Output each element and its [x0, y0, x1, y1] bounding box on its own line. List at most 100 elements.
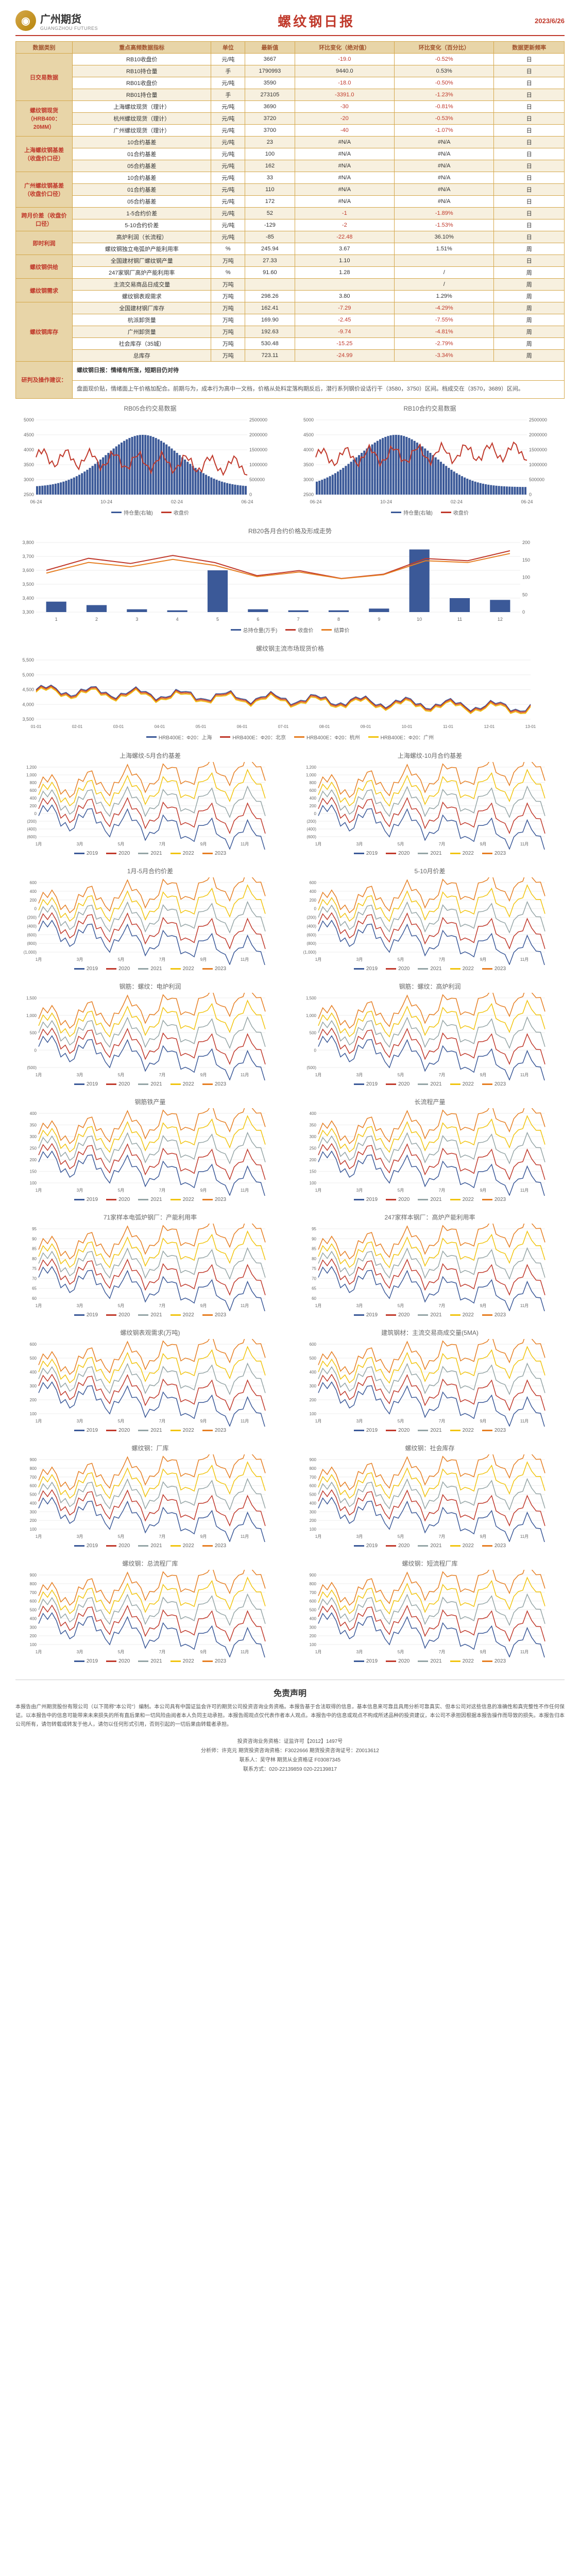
category-cell: 螺纹钢库存 [16, 302, 73, 362]
svg-text:300: 300 [310, 1134, 317, 1139]
svg-text:3月: 3月 [356, 957, 363, 962]
data-cell: 日 [494, 137, 565, 148]
svg-text:(400): (400) [306, 827, 316, 832]
data-cell: -1.23% [395, 89, 494, 101]
data-cell: 螺纹钢表观需求 [73, 291, 211, 302]
data-cell: 100 [245, 148, 295, 160]
data-cell: 5-10合约价差 [73, 219, 211, 231]
data-cell: -1 [295, 208, 394, 219]
svg-text:75: 75 [32, 1266, 37, 1271]
chart-c9: 钢筋：螺纹：电炉利润(500)05001,0001,5001月3月5月7月9月1… [15, 982, 285, 1087]
data-cell: -2.79% [395, 338, 494, 350]
data-cell: 万吨 [211, 302, 245, 314]
svg-text:9月: 9月 [480, 1303, 486, 1308]
data-cell: 01合约基差 [73, 184, 211, 196]
data-cell: 万吨 [211, 255, 245, 267]
data-cell: 万吨 [211, 279, 245, 291]
svg-text:10-24: 10-24 [380, 499, 392, 504]
svg-text:900: 900 [310, 1458, 317, 1462]
col-header: 环比变化（百分比） [395, 42, 494, 54]
data-cell: 3667 [245, 54, 295, 65]
svg-text:1,000: 1,000 [26, 773, 37, 777]
data-cell: -3.34% [395, 350, 494, 362]
svg-text:3月: 3月 [77, 1650, 83, 1654]
svg-text:12-01: 12-01 [484, 724, 495, 729]
data-cell: 10合约基差 [73, 137, 211, 148]
svg-text:3月: 3月 [356, 842, 363, 846]
svg-text:7月: 7月 [439, 957, 445, 962]
svg-text:11月: 11月 [520, 957, 528, 962]
data-cell: 万吨 [211, 314, 245, 326]
data-cell: -9.74 [295, 326, 394, 338]
svg-text:400: 400 [30, 889, 37, 893]
svg-text:9月: 9月 [480, 1073, 486, 1077]
svg-text:(800): (800) [27, 941, 37, 946]
svg-text:300: 300 [30, 1625, 37, 1630]
category-cell: 广州螺纹钢基差（收盘价口径） [16, 172, 73, 208]
svg-text:90: 90 [32, 1236, 37, 1241]
svg-text:9月: 9月 [200, 1188, 207, 1193]
data-cell: 元/吨 [211, 208, 245, 219]
svg-text:1月: 1月 [36, 1534, 42, 1539]
svg-text:800: 800 [30, 1581, 37, 1586]
data-cell: #N/A [395, 172, 494, 184]
data-cell: 3720 [245, 113, 295, 125]
svg-text:5月: 5月 [118, 1303, 124, 1308]
col-header: 数据类别 [16, 42, 73, 54]
header: ◉ 广州期货 GUANGZHOU FUTURES 螺纹钢日报 2023/6/26 [15, 10, 565, 36]
svg-text:1月: 1月 [315, 842, 321, 846]
svg-text:11月: 11月 [241, 1303, 249, 1308]
svg-text:1月: 1月 [36, 1073, 42, 1077]
svg-text:3月: 3月 [356, 1188, 363, 1193]
svg-text:100: 100 [310, 1181, 317, 1185]
svg-text:11月: 11月 [241, 1188, 249, 1193]
chart-c8: 5-10月价差(1,000)(800)(600)(400)(200)020040… [295, 867, 565, 972]
svg-text:11月: 11月 [241, 1650, 249, 1654]
svg-text:3,600: 3,600 [22, 568, 34, 573]
svg-text:4,000: 4,000 [22, 702, 34, 707]
svg-text:80: 80 [312, 1256, 316, 1261]
data-cell: -2 [295, 219, 394, 231]
svg-text:500: 500 [310, 1492, 317, 1497]
logo-en: GUANGZHOU FUTURES [40, 26, 98, 31]
svg-text:1月: 1月 [36, 1188, 42, 1193]
data-cell: 万吨 [211, 291, 245, 302]
svg-text:9月: 9月 [480, 957, 486, 962]
data-cell: 元/吨 [211, 184, 245, 196]
data-cell: 1790993 [245, 65, 295, 77]
svg-text:60: 60 [32, 1296, 37, 1301]
svg-text:600: 600 [30, 880, 37, 885]
svg-text:800: 800 [310, 1581, 317, 1586]
svg-text:5月: 5月 [118, 957, 124, 962]
svg-text:06-24: 06-24 [30, 499, 42, 504]
svg-text:65: 65 [32, 1286, 37, 1291]
data-cell: -20 [295, 113, 394, 125]
svg-text:9月: 9月 [480, 842, 486, 846]
svg-text:2500: 2500 [24, 492, 34, 497]
svg-text:1,000: 1,000 [306, 773, 317, 777]
svg-text:5月: 5月 [398, 842, 404, 846]
svg-text:06-24: 06-24 [521, 499, 533, 504]
category-cell: 上海螺纹钢基差（收盘价口径） [16, 137, 73, 172]
data-cell: #N/A [395, 196, 494, 208]
svg-text:(200): (200) [306, 819, 316, 824]
data-cell: 日 [494, 255, 565, 267]
svg-text:0: 0 [314, 1048, 317, 1053]
data-cell: -85 [245, 231, 295, 243]
svg-text:5月: 5月 [398, 1303, 404, 1308]
svg-text:08-01: 08-01 [319, 724, 330, 729]
svg-text:0: 0 [35, 1048, 37, 1053]
svg-text:0: 0 [35, 906, 37, 911]
chart-c6: 上海螺纹-10月合约基差(600)(400)(200)0200400600800… [295, 751, 565, 856]
svg-text:02-01: 02-01 [72, 724, 83, 729]
svg-text:(1,000): (1,000) [303, 950, 317, 955]
data-cell: -18.0 [295, 77, 394, 89]
data-cell: 螺纹钢独立电弧炉产能利用率 [73, 243, 211, 255]
svg-text:1,500: 1,500 [26, 996, 37, 1001]
data-cell: 元/吨 [211, 196, 245, 208]
svg-text:11月: 11月 [520, 1188, 528, 1193]
report-title: 螺纹钢日报 [278, 11, 355, 30]
svg-text:1月: 1月 [36, 957, 42, 962]
svg-text:01-01: 01-01 [31, 724, 42, 729]
data-cell: 日 [494, 172, 565, 184]
